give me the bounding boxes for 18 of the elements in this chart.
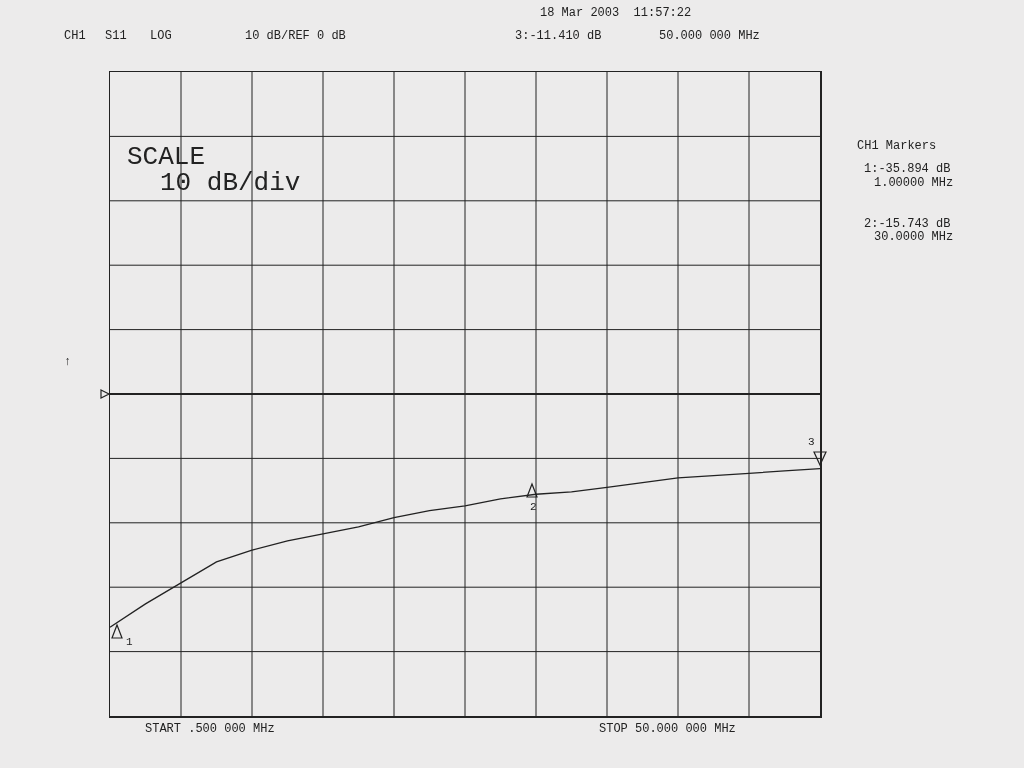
text: 10 dB/REF 0 dB (245, 29, 346, 43)
text: 30.0000 MHz (874, 230, 954, 244)
text: 2:-15.743 dB (864, 217, 951, 231)
text: 1 (126, 636, 133, 648)
text: CH1 (64, 29, 86, 43)
text: 1.00000 MHz (874, 176, 954, 190)
text: ↑ (64, 355, 72, 369)
text: 3:-11.410 dB (515, 29, 602, 43)
text: 18 Mar 2003 11:57:22 (540, 6, 692, 20)
text: 50.000 000 MHz (659, 29, 760, 43)
annotation: 2 (530, 501, 537, 513)
text: CH1 Markers (857, 139, 937, 153)
text: LOG (150, 29, 172, 43)
text: S11 (105, 29, 127, 43)
annotation: 3 (808, 436, 815, 448)
text: STOP 50.000 000 MHz (599, 722, 736, 736)
text: START .500 000 MHz (145, 722, 275, 736)
text: 1:-35.894 dB (864, 162, 951, 176)
